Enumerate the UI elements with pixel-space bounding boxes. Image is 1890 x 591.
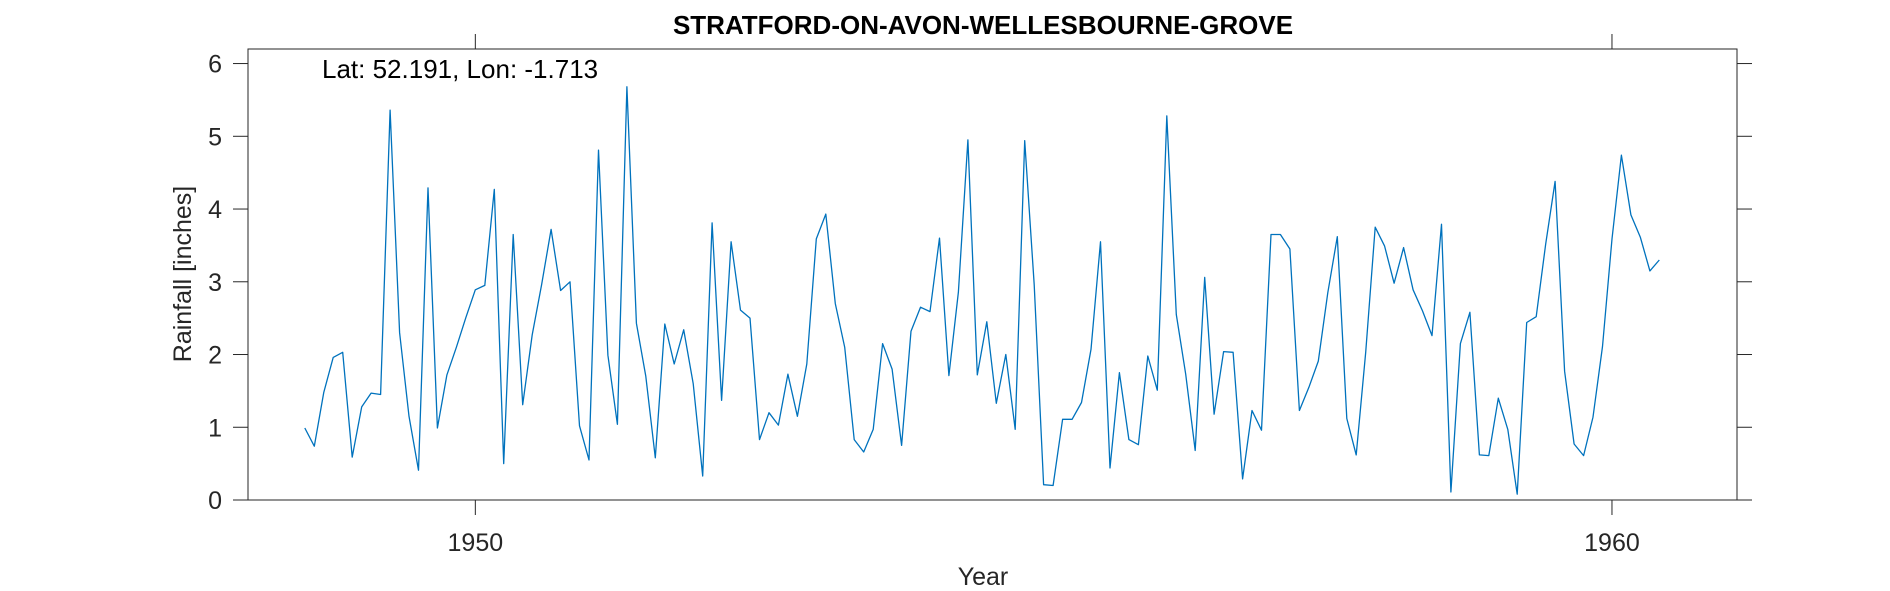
rainfall-series-line — [304, 86, 1660, 495]
plot-area — [247, 48, 1738, 501]
y-tick-label: 0 — [208, 487, 222, 515]
x-axis-label: Year — [958, 563, 1009, 591]
y-axis-label: Rainfall [inches] — [169, 186, 197, 362]
y-tick-label: 6 — [208, 51, 222, 79]
x-tick-label: 1960 — [1584, 529, 1640, 557]
y-tick-label: 3 — [208, 269, 222, 297]
y-tick-label: 2 — [208, 342, 222, 370]
x-tick-label: 1950 — [448, 529, 504, 557]
y-tick-label: 1 — [208, 414, 222, 442]
axis-tick-labels: 0 1 2 3 4 5 6 1950 1960 — [208, 51, 1640, 557]
y-tick-label: 5 — [208, 123, 222, 151]
y-tick-label: 4 — [208, 196, 222, 224]
axis-ticks — [233, 34, 1752, 515]
chart-title: STRATFORD-ON-AVON-WELLESBOURNE-GROVE — [673, 10, 1293, 40]
location-annotation: Lat: 52.191, Lon: -1.713 — [322, 54, 598, 84]
